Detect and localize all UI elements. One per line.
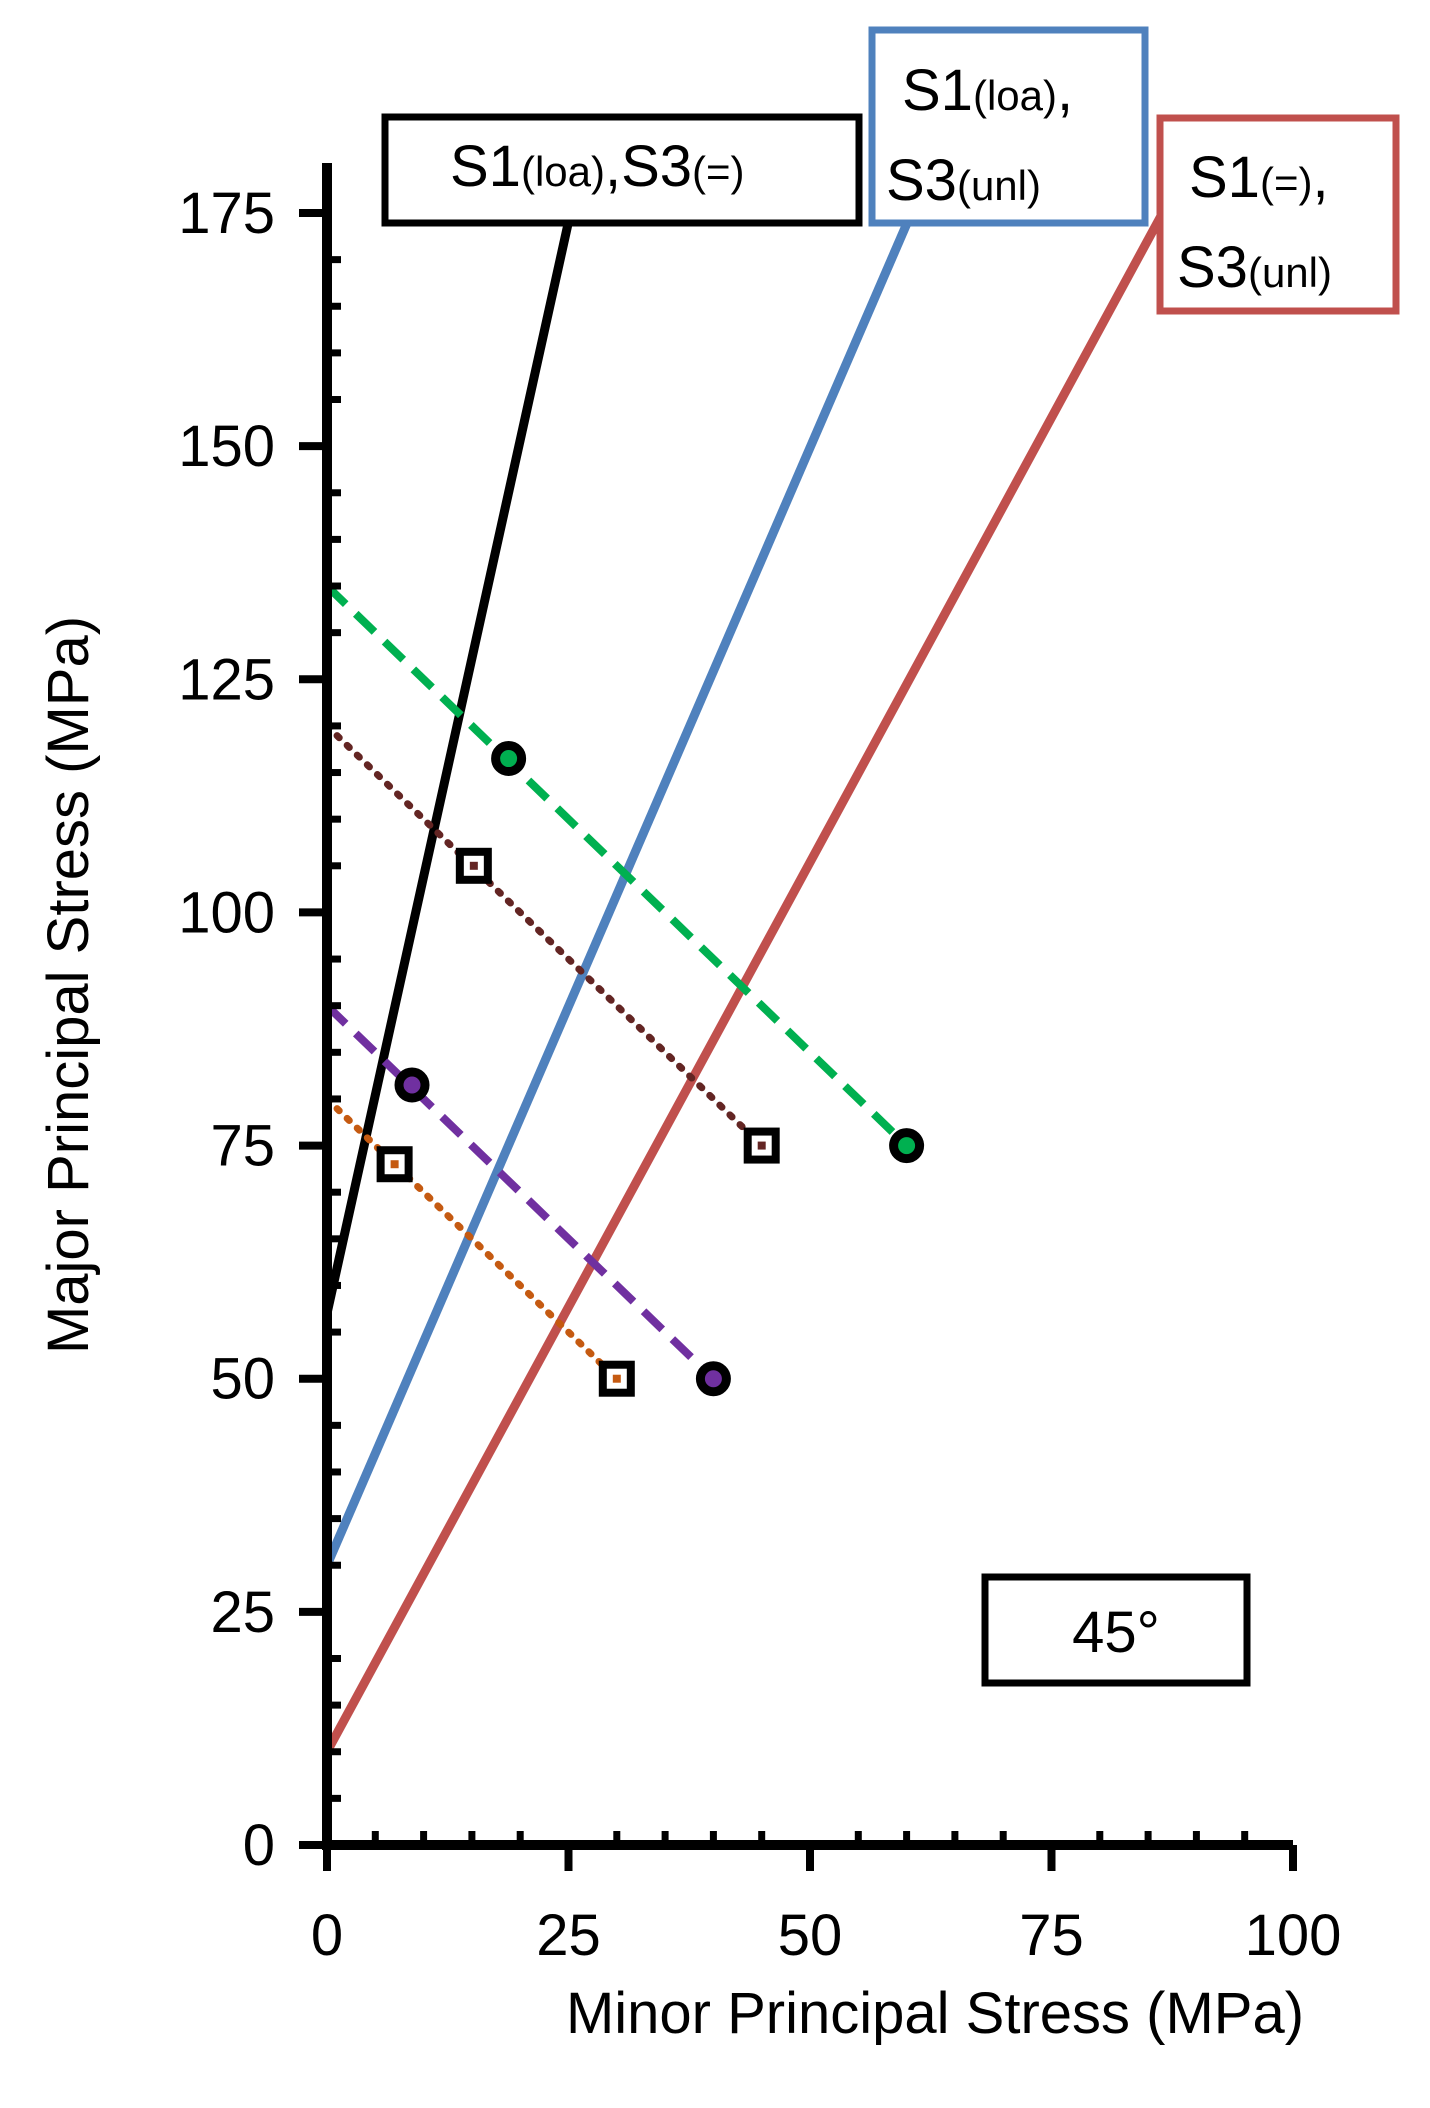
data-point-square xyxy=(598,1360,635,1397)
points-layer xyxy=(376,741,925,1397)
envelope-line-1 xyxy=(322,212,575,1315)
stress-path-line-1 xyxy=(324,583,910,1149)
y-tick-label: 125 xyxy=(178,647,275,712)
x-tick-label: 50 xyxy=(778,1903,843,1968)
stress-path-line-2 xyxy=(323,722,766,1150)
angle-annotation-text: 45° xyxy=(1072,1600,1160,1665)
axes-layer: 0 25 50 75 100 125 150 175 0 25 50 75 100 Minor Princ… xyxy=(36,163,1341,2046)
envelope-label-box-1 xyxy=(381,113,863,227)
envelope-label-text-line1: S1(=), xyxy=(1189,145,1329,210)
labels-layer: S1(loa),S3(=) S1(loa), S3(unl) S1(=), S3(unl… xyxy=(381,26,1400,1687)
y-tick-label: 0 xyxy=(243,1813,275,1878)
stress-path-line-3 xyxy=(324,1002,717,1382)
data-point-square-center xyxy=(390,1160,399,1169)
data-point-circle xyxy=(889,1128,925,1164)
data-point-circle xyxy=(394,1067,430,1103)
angle-annotation-box xyxy=(981,1573,1251,1687)
x-tick-label: 25 xyxy=(536,1903,601,1968)
data-point-square-center xyxy=(612,1374,621,1383)
data-point-square-center xyxy=(469,861,478,870)
y-tick-label: 25 xyxy=(210,1580,275,1645)
envelope-label-text: S1(loa),S3(=) xyxy=(450,134,745,199)
y-tick-label: 150 xyxy=(178,414,275,479)
data-point-circle xyxy=(695,1361,731,1397)
data-point-square xyxy=(455,847,492,884)
y-tick-label: 50 xyxy=(210,1347,275,1412)
lines-layer xyxy=(322,210,1167,1754)
data-point-circle xyxy=(491,741,527,777)
x-tick-label: 75 xyxy=(1019,1903,1084,1968)
envelope-label-text-line2: S3(unl) xyxy=(1177,235,1332,300)
envelope-line-2 xyxy=(322,211,916,1568)
x-tick-label: 100 xyxy=(1245,1903,1342,1968)
stress-path-line-4 xyxy=(323,1095,621,1383)
x-tick-label: 0 xyxy=(311,1903,343,1968)
envelope-label-box-2 xyxy=(868,26,1149,227)
envelope-line-3 xyxy=(323,210,1167,1754)
x-axis-title: Minor Principal Stress (MPa) xyxy=(566,1981,1304,2046)
y-tick-label: 100 xyxy=(178,880,275,945)
envelope-label-text-line1: S1(loa), xyxy=(902,58,1073,123)
y-tick-label: 75 xyxy=(210,1114,275,1179)
y-tick-label: 175 xyxy=(178,181,275,246)
y-axis-title: Major Principal Stress (MPa) xyxy=(36,616,101,1354)
envelope-label-text-line2: S3(unl) xyxy=(886,148,1041,213)
envelope-label-box-3 xyxy=(1156,114,1400,315)
data-point-square-center xyxy=(757,1141,766,1150)
